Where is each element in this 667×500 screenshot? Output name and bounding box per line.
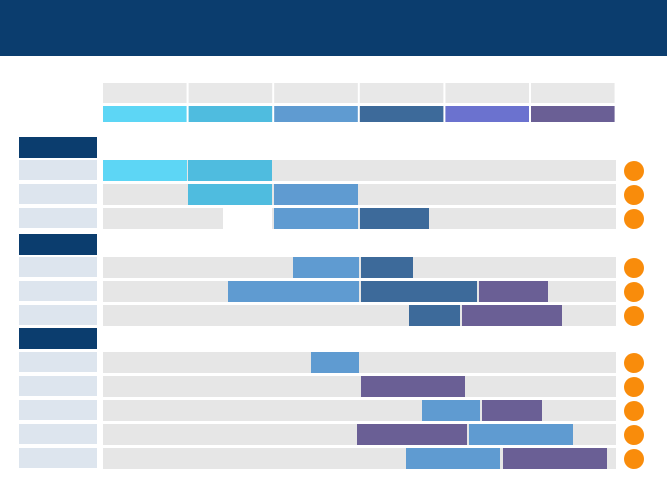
task-bar bbox=[361, 376, 465, 397]
row-label bbox=[19, 400, 97, 420]
task-bar bbox=[360, 208, 429, 229]
task-bar bbox=[361, 257, 413, 278]
status-dot bbox=[624, 161, 644, 181]
status-dot bbox=[624, 425, 644, 445]
row-label bbox=[19, 281, 97, 301]
status-dot bbox=[624, 185, 644, 205]
status-dot bbox=[624, 401, 644, 421]
section-header bbox=[19, 137, 97, 158]
row-label bbox=[19, 257, 97, 277]
row-label bbox=[19, 352, 97, 372]
task-bar bbox=[361, 281, 477, 302]
task-bar bbox=[462, 305, 562, 326]
row-label bbox=[19, 448, 97, 468]
task-bar bbox=[228, 281, 359, 302]
task-bar bbox=[409, 305, 460, 326]
task-bar bbox=[479, 281, 548, 302]
task-bar bbox=[422, 400, 480, 421]
task-bar bbox=[188, 160, 272, 181]
row-label bbox=[19, 160, 97, 180]
task-bar bbox=[469, 424, 573, 445]
column-header bbox=[531, 83, 615, 103]
row-label bbox=[19, 184, 97, 204]
section-header bbox=[19, 328, 97, 349]
column-header bbox=[188, 83, 273, 103]
row-track bbox=[103, 208, 616, 229]
column-header bbox=[445, 83, 529, 103]
status-dot bbox=[624, 209, 644, 229]
row-label bbox=[19, 208, 97, 228]
row-track bbox=[103, 352, 616, 373]
phase-swatch bbox=[103, 106, 187, 122]
task-bar bbox=[357, 424, 467, 445]
status-dot bbox=[624, 258, 644, 278]
row-track bbox=[103, 184, 616, 205]
phase-swatch bbox=[188, 106, 273, 122]
row-label bbox=[19, 305, 97, 325]
track-gap bbox=[223, 208, 272, 229]
status-dot bbox=[624, 377, 644, 397]
phase-swatch bbox=[274, 106, 358, 122]
row-track bbox=[103, 257, 616, 278]
row-label bbox=[19, 424, 97, 444]
task-bar bbox=[103, 160, 187, 181]
task-bar bbox=[293, 257, 359, 278]
task-bar bbox=[503, 448, 607, 469]
column-header bbox=[274, 83, 358, 103]
status-dot bbox=[624, 282, 644, 302]
task-bar bbox=[311, 352, 359, 373]
task-bar bbox=[274, 208, 358, 229]
status-dot bbox=[624, 353, 644, 373]
header-band bbox=[0, 0, 667, 56]
status-dot bbox=[624, 306, 644, 326]
task-bar bbox=[482, 400, 542, 421]
task-bar bbox=[188, 184, 272, 205]
task-bar bbox=[274, 184, 358, 205]
row-label bbox=[19, 376, 97, 396]
section-header bbox=[19, 234, 97, 255]
status-dot bbox=[624, 449, 644, 469]
phase-swatch bbox=[531, 106, 615, 122]
column-header bbox=[359, 83, 444, 103]
row-track bbox=[103, 376, 616, 397]
phase-swatch bbox=[445, 106, 529, 122]
task-bar bbox=[406, 448, 500, 469]
column-header bbox=[103, 83, 187, 103]
phase-swatch bbox=[359, 106, 444, 122]
